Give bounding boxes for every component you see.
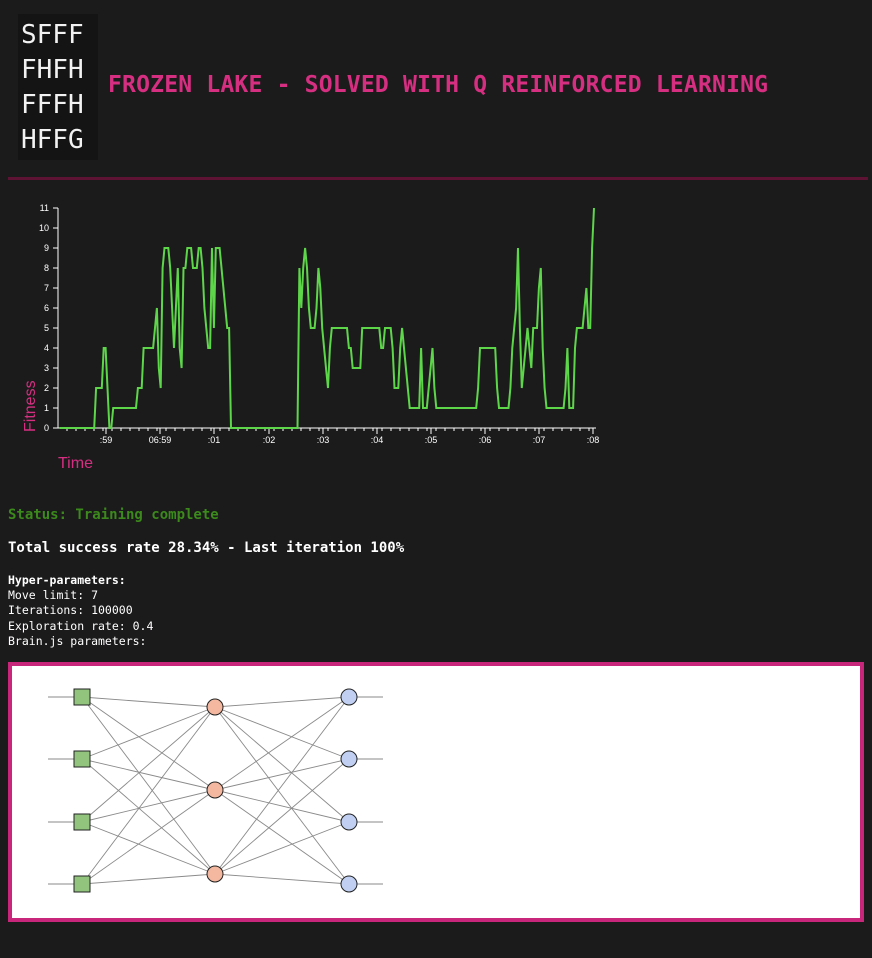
x-tick-label: :06 xyxy=(479,435,492,445)
network-edge xyxy=(81,758,216,791)
output-node xyxy=(340,875,358,893)
hidden-node xyxy=(206,865,224,883)
y-axis-label: Fitness xyxy=(22,380,39,432)
output-node xyxy=(340,813,358,831)
lake-row: SFFF xyxy=(21,20,84,50)
status-text: Status: Training complete xyxy=(8,507,219,523)
network-edge xyxy=(214,789,350,823)
x-tick-label: :59 xyxy=(100,435,113,445)
network-edge xyxy=(214,758,350,791)
x-tick-label: :05 xyxy=(425,435,438,445)
x-tick-label: :08 xyxy=(587,435,600,445)
x-tick-label: :02 xyxy=(263,435,276,445)
network-edge xyxy=(81,873,216,885)
hidden-node xyxy=(206,781,224,799)
iterations: Iterations: 100000 xyxy=(8,603,133,618)
lake-row: HFFG xyxy=(21,125,84,155)
y-tick-label: 7 xyxy=(44,283,49,293)
fitness-chart-svg: 0 1 2 3 4 5 6 7 8 9 10 11 :59 06:59 :01 :02 :03 :04 :05 :06… xyxy=(22,203,600,472)
y-tick-label: 1 xyxy=(44,403,49,413)
network-edge xyxy=(81,758,216,875)
y-tick-label: 0 xyxy=(44,423,49,433)
output-node xyxy=(340,750,358,768)
y-tick-label: 8 xyxy=(44,263,49,273)
network-edge xyxy=(81,789,216,823)
success-rate-text: Total success rate 28.34% - Last iterati… xyxy=(8,540,405,556)
lake-row: FHFH xyxy=(21,55,84,85)
output-node xyxy=(340,688,358,706)
neural-network-svg xyxy=(48,688,383,893)
network-edge xyxy=(81,706,216,823)
page-title: FROZEN LAKE - SOLVED WITH Q REINFORCED L… xyxy=(108,72,769,98)
fitness-series-line xyxy=(60,207,595,429)
network-edge xyxy=(81,706,216,885)
fitness-chart: 0 1 2 3 4 5 6 7 8 9 10 11 :59 06:59 :01 :02 :03 :04 :05 :06… xyxy=(0,190,620,480)
y-tick-label: 11 xyxy=(40,203,49,213)
x-tick-label: 06:59 xyxy=(149,435,172,445)
header: SFFF FHFH FFFH HFFG FROZEN LAKE - SOLVED… xyxy=(0,0,872,180)
y-tick-label: 3 xyxy=(44,363,49,373)
lake-row: FFFH xyxy=(21,90,84,120)
brainjs-parameters: Brain.js parameters: xyxy=(8,633,147,648)
input-node xyxy=(73,875,91,893)
network-edge xyxy=(81,821,216,875)
network-edge xyxy=(214,696,350,708)
network-edge xyxy=(214,706,350,885)
lake-grid-map: SFFF FHFH FFFH HFFG xyxy=(18,14,98,160)
x-tick-label: :04 xyxy=(371,435,384,445)
y-tick-label: 10 xyxy=(39,223,49,233)
network-edge xyxy=(214,821,350,875)
network-edge xyxy=(81,789,216,885)
input-node xyxy=(73,750,91,768)
neural-network-diagram xyxy=(8,662,864,922)
network-edge xyxy=(214,696,350,791)
hyper-parameters: Hyper-parameters: Move limit: 7 Iteratio… xyxy=(8,573,153,649)
hidden-node xyxy=(206,698,224,716)
x-tick-label: :03 xyxy=(317,435,330,445)
input-node xyxy=(73,688,91,706)
x-tick-label: :01 xyxy=(208,435,221,445)
input-node xyxy=(73,813,91,831)
network-edge xyxy=(214,873,350,885)
exploration-rate: Exploration rate: 0.4 xyxy=(8,618,154,633)
y-tick-label: 6 xyxy=(44,303,49,313)
x-tick-label: :07 xyxy=(533,435,546,445)
x-axis-label: Time xyxy=(58,455,93,472)
network-edge xyxy=(214,706,350,823)
y-tick-label: 5 xyxy=(44,323,49,333)
network-edge xyxy=(214,706,350,760)
network-edge xyxy=(81,696,216,791)
network-edge xyxy=(81,706,216,760)
network-edge xyxy=(214,696,350,875)
network-edge xyxy=(214,758,350,875)
y-tick-label: 4 xyxy=(44,343,49,353)
hyper-parameters-heading: Hyper-parameters: xyxy=(8,573,126,587)
header-divider xyxy=(8,177,868,180)
move-limit: Move limit: 7 xyxy=(8,588,99,603)
y-tick-label: 2 xyxy=(44,383,49,393)
network-edge xyxy=(81,696,216,708)
network-edge xyxy=(214,789,350,885)
network-edge xyxy=(81,696,216,875)
y-tick-label: 9 xyxy=(44,243,49,253)
